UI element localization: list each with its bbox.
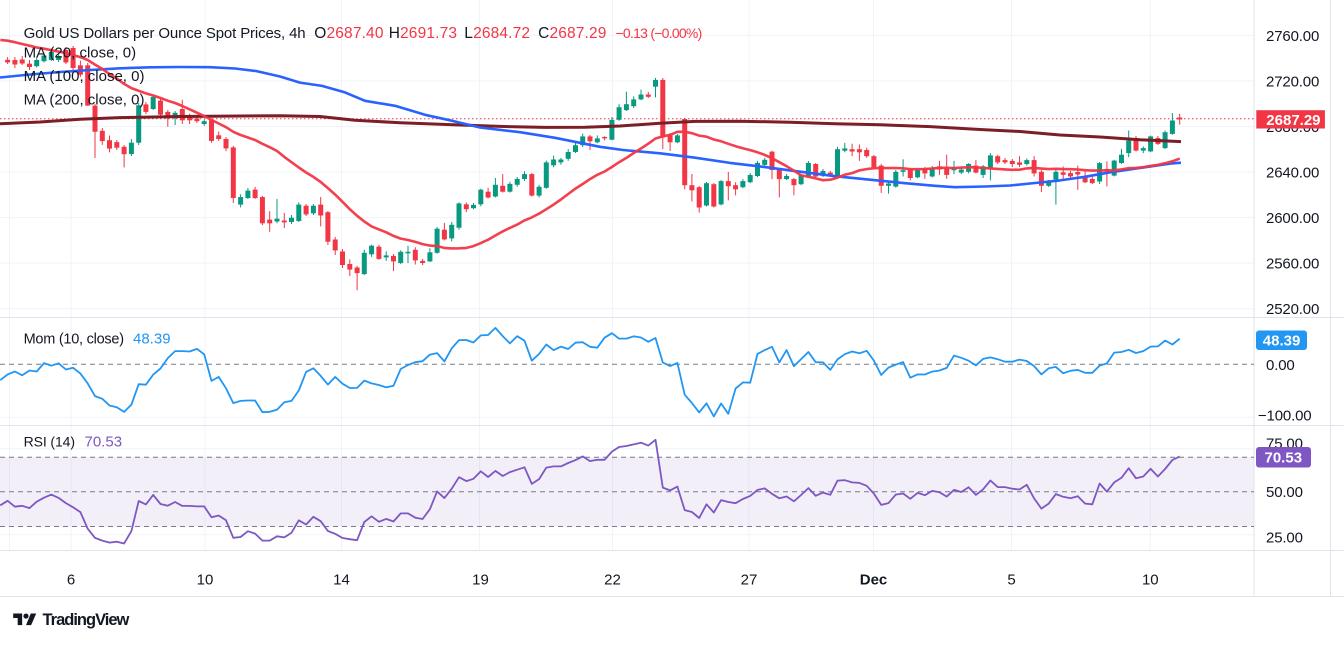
svg-text:48.39: 48.39 bbox=[1263, 333, 1301, 350]
svg-text:0.00: 0.00 bbox=[1266, 357, 1295, 374]
svg-text:MA (20, close, 0): MA (20, close, 0) bbox=[24, 45, 137, 62]
svg-text:25.00: 25.00 bbox=[1266, 529, 1303, 546]
svg-text:10: 10 bbox=[197, 571, 214, 588]
svg-text:6: 6 bbox=[67, 571, 75, 588]
svg-text:Mom (10, close): Mom (10, close) bbox=[24, 332, 124, 348]
svg-text:14: 14 bbox=[333, 571, 350, 588]
svg-text:22: 22 bbox=[604, 571, 621, 588]
svg-text:10: 10 bbox=[1142, 571, 1159, 588]
svg-text:MA (200, close, 0): MA (200, close, 0) bbox=[24, 92, 145, 109]
svg-text:70.53: 70.53 bbox=[85, 434, 123, 451]
svg-text:2640.00: 2640.00 bbox=[1266, 164, 1319, 181]
svg-text:2600.00: 2600.00 bbox=[1266, 210, 1319, 227]
svg-text:L2684.72: L2684.72 bbox=[464, 25, 530, 42]
svg-text:70.53: 70.53 bbox=[1265, 450, 1303, 467]
svg-text:MA (100, close, 0): MA (100, close, 0) bbox=[24, 68, 145, 85]
svg-text:5: 5 bbox=[1007, 571, 1015, 588]
svg-text:48.39: 48.39 bbox=[133, 331, 171, 348]
svg-text:TradingView: TradingView bbox=[43, 611, 130, 629]
svg-text:2687.29: 2687.29 bbox=[1266, 112, 1320, 129]
svg-text:RSI (14): RSI (14) bbox=[24, 434, 75, 450]
svg-text:O2687.40: O2687.40 bbox=[314, 25, 384, 42]
svg-text:19: 19 bbox=[472, 571, 489, 588]
svg-text:C2687.29: C2687.29 bbox=[538, 25, 606, 42]
svg-text:2760.00: 2760.00 bbox=[1266, 28, 1319, 45]
svg-text:2520.00: 2520.00 bbox=[1266, 301, 1319, 318]
svg-text:Dec: Dec bbox=[860, 571, 888, 588]
svg-text:27: 27 bbox=[741, 571, 758, 588]
svg-text:2720.00: 2720.00 bbox=[1266, 73, 1319, 90]
svg-text:50.00: 50.00 bbox=[1266, 484, 1303, 501]
svg-text:Gold US Dollars per Ounce Spot: Gold US Dollars per Ounce Spot Prices, 4… bbox=[24, 25, 306, 42]
svg-text:2560.00: 2560.00 bbox=[1266, 256, 1319, 273]
svg-text:−0.13 (−0.00%): −0.13 (−0.00%) bbox=[616, 25, 702, 41]
svg-text:−100.00: −100.00 bbox=[1258, 407, 1312, 424]
svg-text:H2691.73: H2691.73 bbox=[389, 25, 457, 42]
